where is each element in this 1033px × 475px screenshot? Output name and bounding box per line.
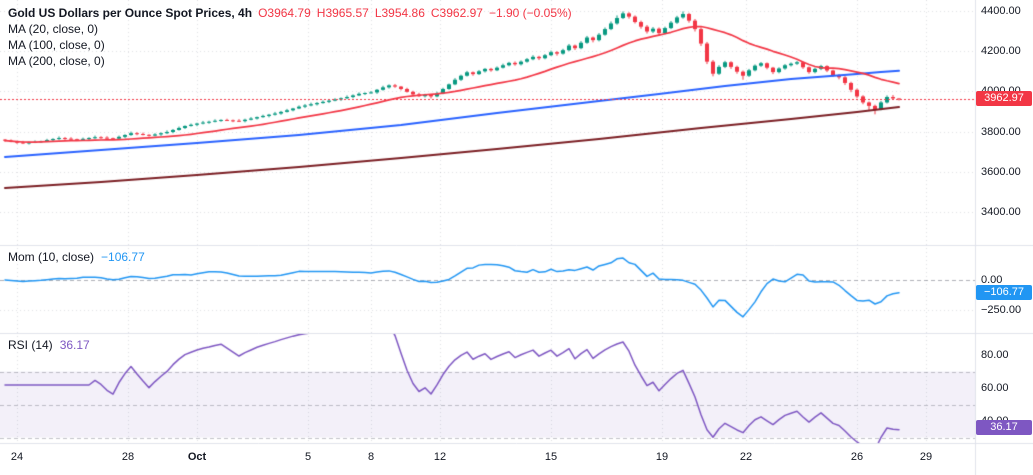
chart-title: Gold US Dollars per Ounce Spot Prices, 4… bbox=[8, 6, 253, 20]
rsi-legend-label: RSI (14) bbox=[8, 338, 53, 352]
time-axis-label: 26 bbox=[850, 451, 864, 463]
price-axis-label: 3600.00 bbox=[981, 165, 1021, 178]
price-axis-label: 3400.00 bbox=[981, 206, 1021, 218]
ma200-legend[interactable]: MA (200, close, 0) bbox=[8, 54, 105, 68]
price-axis-label: 3800.00 bbox=[981, 125, 1021, 138]
momentum-legend-value: −106.77 bbox=[101, 250, 145, 264]
rsi-legend[interactable]: RSI (14) 36.17 bbox=[8, 338, 90, 352]
last-price-badge: 3962.97 bbox=[976, 91, 1032, 107]
ohlc-high: H3965.57 bbox=[316, 6, 369, 20]
momentum-value-badge: −106.77 bbox=[976, 285, 1032, 301]
rsi-legend-value: 36.17 bbox=[59, 338, 90, 352]
ma20-legend[interactable]: MA (20, close, 0) bbox=[8, 22, 99, 36]
price-axis[interactable] bbox=[975, 0, 1033, 443]
momentum-legend[interactable]: Mom (10, close) −106.77 bbox=[8, 250, 145, 264]
momentum-axis-label: 0.00 bbox=[981, 274, 1003, 286]
time-axis-label: 19 bbox=[655, 451, 669, 463]
price-axis-label: 4200.00 bbox=[981, 45, 1021, 58]
ohlc-open: O3964.79 bbox=[258, 6, 311, 20]
momentum-axis-label: −250.00 bbox=[981, 304, 1022, 316]
rsi-axis-label: 60.00 bbox=[981, 382, 1009, 394]
time-axis-label: 22 bbox=[739, 451, 753, 463]
ohlc-readout: O3964.79 H3965.57 L3954.86 C3962.97 −1.90 (−… bbox=[252, 4, 572, 21]
legend-title-row: Gold US Dollars per Ounce Spot Prices, 4… bbox=[8, 5, 572, 21]
time-axis-label: 24 bbox=[10, 451, 24, 463]
time-axis[interactable] bbox=[0, 443, 975, 475]
momentum-legend-label: Mom (10, close) bbox=[8, 250, 95, 264]
ohlc-low: L3954.86 bbox=[374, 6, 425, 20]
time-axis-label: 12 bbox=[433, 451, 447, 463]
time-axis-label: 15 bbox=[544, 451, 558, 463]
rsi-value-badge: 36.17 bbox=[976, 419, 1032, 435]
time-axis-label: 29 bbox=[919, 451, 933, 463]
ohlc-close: C3962.97 bbox=[430, 6, 483, 20]
time-axis-label: 8 bbox=[367, 451, 375, 463]
price-axis-label: 4400.00 bbox=[981, 5, 1021, 17]
rsi-axis-label: 80.00 bbox=[981, 349, 1009, 361]
ohlc-change: −1.90 (−0.05%) bbox=[488, 6, 572, 20]
ma100-legend[interactable]: MA (100, close, 0) bbox=[8, 38, 105, 52]
time-axis-label: Oct bbox=[187, 451, 207, 463]
time-axis-label: 5 bbox=[304, 451, 312, 463]
time-axis-label: 28 bbox=[121, 451, 135, 463]
main-chart-legend: Gold US Dollars per Ounce Spot Prices, 4… bbox=[8, 5, 572, 69]
